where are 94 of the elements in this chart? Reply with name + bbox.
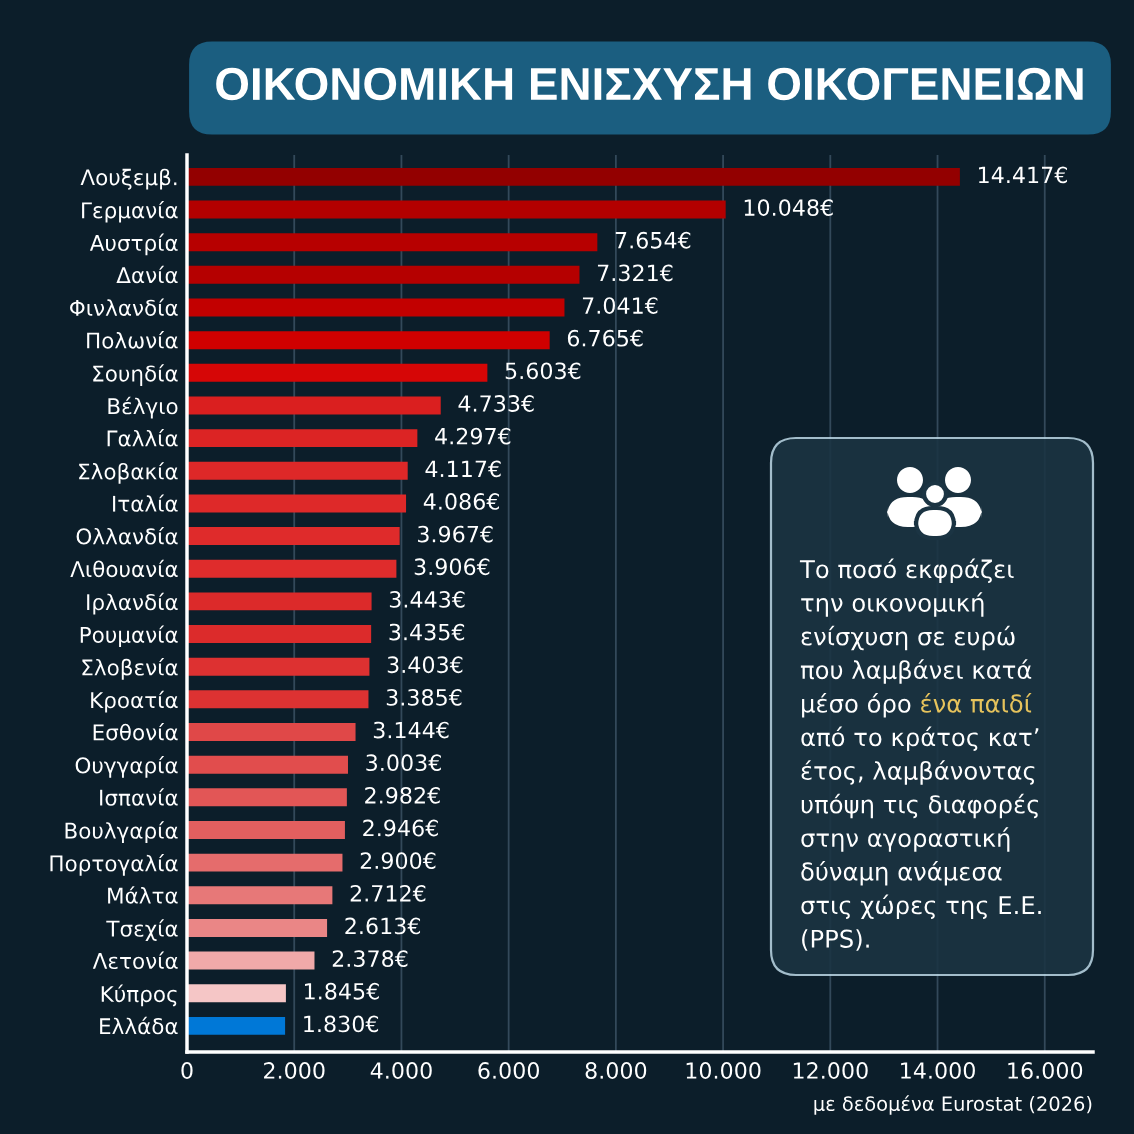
bar [187,984,286,1003]
bar [187,331,550,350]
bar [187,429,418,448]
data-label: 4.086€ [423,493,499,510]
data-label: 14.417€ [979,166,1067,184]
x-tick-label: 8.000 [585,1062,647,1079]
data-label: 3.385€ [386,688,462,706]
bar [187,1016,286,1035]
bar [187,951,315,970]
bar [187,363,488,382]
y-tick-label: Λετονία [92,951,178,970]
y-tick-label: Αυστρία [89,233,178,256]
x-tick-label: 16.000 [1008,1062,1083,1079]
x-tick-label: 2.000 [264,1062,325,1079]
data-label: 4.733€ [458,395,534,412]
y-tick-label: Βέλγιο [108,396,178,419]
y-tick-label: Ελλάδα [100,1016,178,1035]
y-tick-label: Κύπρος [101,984,177,1007]
x-tick-label: 0 [181,1062,193,1079]
x-tick-label: 12.000 [793,1062,868,1079]
bar [187,559,397,578]
data-label: 3.967€ [418,525,493,543]
data-label: 10.048€ [744,199,833,216]
bar [187,755,348,774]
y-tick-label: Βουλγαρία [65,821,178,844]
data-label: 7.041€ [582,297,658,314]
data-label: 1.830€ [304,1015,379,1033]
x-tick-label: 4.000 [370,1062,432,1079]
bar [187,918,328,937]
y-tick-label: Ρουμανία [80,625,178,648]
data-label: 3.906€ [414,558,490,576]
bar [187,788,347,807]
y-tick-label: Λουξεμβ. [80,168,177,190]
data-label: 2.613€ [345,917,421,935]
y-tick-label: Φινλανδία [70,298,178,316]
data-label: 2.982€ [365,786,440,804]
y-tick-label: Σλοβενία [82,658,178,680]
data-label: 3.003€ [366,754,441,772]
data-label: 6.765€ [567,329,643,347]
y-tick-label: Σουηδία [93,364,178,386]
data-label: 7.321€ [597,264,673,282]
bar [187,527,400,546]
data-label: 1.845€ [305,982,379,1000]
bar [187,853,343,872]
bar [187,886,333,905]
bar [187,298,565,317]
data-label: 2.900€ [360,852,436,870]
chart-title: ΟΙΚΟΝΟΜΙΚΗ ΕΝΙΣΧΥΣΗ ΟΙΚΟΓΕΝΕΙΩΝ [216,67,1083,101]
data-label: 2.712€ [350,884,426,902]
y-tick-label: Μάλτα [108,886,178,904]
data-label: 2.946€ [363,819,438,837]
data-label: 7.654€ [615,231,691,249]
bar [187,167,960,186]
data-label: 4.117€ [425,460,501,478]
y-tick-label: Γερμανία [82,200,178,223]
annotation: από το κράτος κατ’ έτος, λαμβάνοντας υπόψη τις διαφορές στην αγοραστική δύναμη ανάμεσα στις χώρες της Ε.Ε. (PPS). [801,726,1041,951]
text: με δεδομένα Eurostat (2026) [814,1095,1092,1115]
bar [187,657,370,676]
y-tick-label: Λιθουανία [70,559,178,578]
y-tick-label: Κροατία [91,690,178,713]
bar [187,820,345,839]
x-tick-label: 14.000 [901,1062,975,1079]
y-tick-label: Δανία [116,265,178,284]
bar [187,494,407,513]
data-label: 3.403€ [387,656,463,674]
y-tick-label: Τσεχία [106,919,178,942]
y-tick-label: Ισπανία [100,788,178,806]
bar [187,265,580,284]
bar [187,592,372,611]
x-tick-label: 10.000 [686,1062,761,1079]
bar [187,690,369,709]
y-tick-label: Πολωνία [87,331,178,349]
y-tick-label: Εσθονία [93,722,178,741]
data-label: 3.443€ [389,591,465,608]
y-tick-label: Γαλλία [107,429,178,447]
y-tick-label: Πορτογαλία [50,854,178,876]
bar [187,233,598,252]
bar [187,723,356,741]
data-label: 3.435€ [389,623,465,641]
y-tick-label: Ουγγαρία [75,756,178,778]
data-label: 3.144€ [373,721,449,739]
y-tick-label: Σλοβακία [79,462,178,484]
bar [187,461,408,480]
y-tick-label: Ολλανδία [76,527,178,545]
bar [187,625,372,644]
data-label: 4.297€ [435,427,511,445]
y-tick-label: Ιρλανδία [87,592,178,615]
x-tick-label: 6.000 [478,1062,539,1079]
data-label: 5.603€ [505,362,581,380]
bar [187,200,726,219]
y-tick-label: Ιταλία [113,494,178,512]
data-label: 2.378€ [332,950,408,968]
annotation: ένα παιδί [921,692,1032,713]
bar [187,396,441,415]
